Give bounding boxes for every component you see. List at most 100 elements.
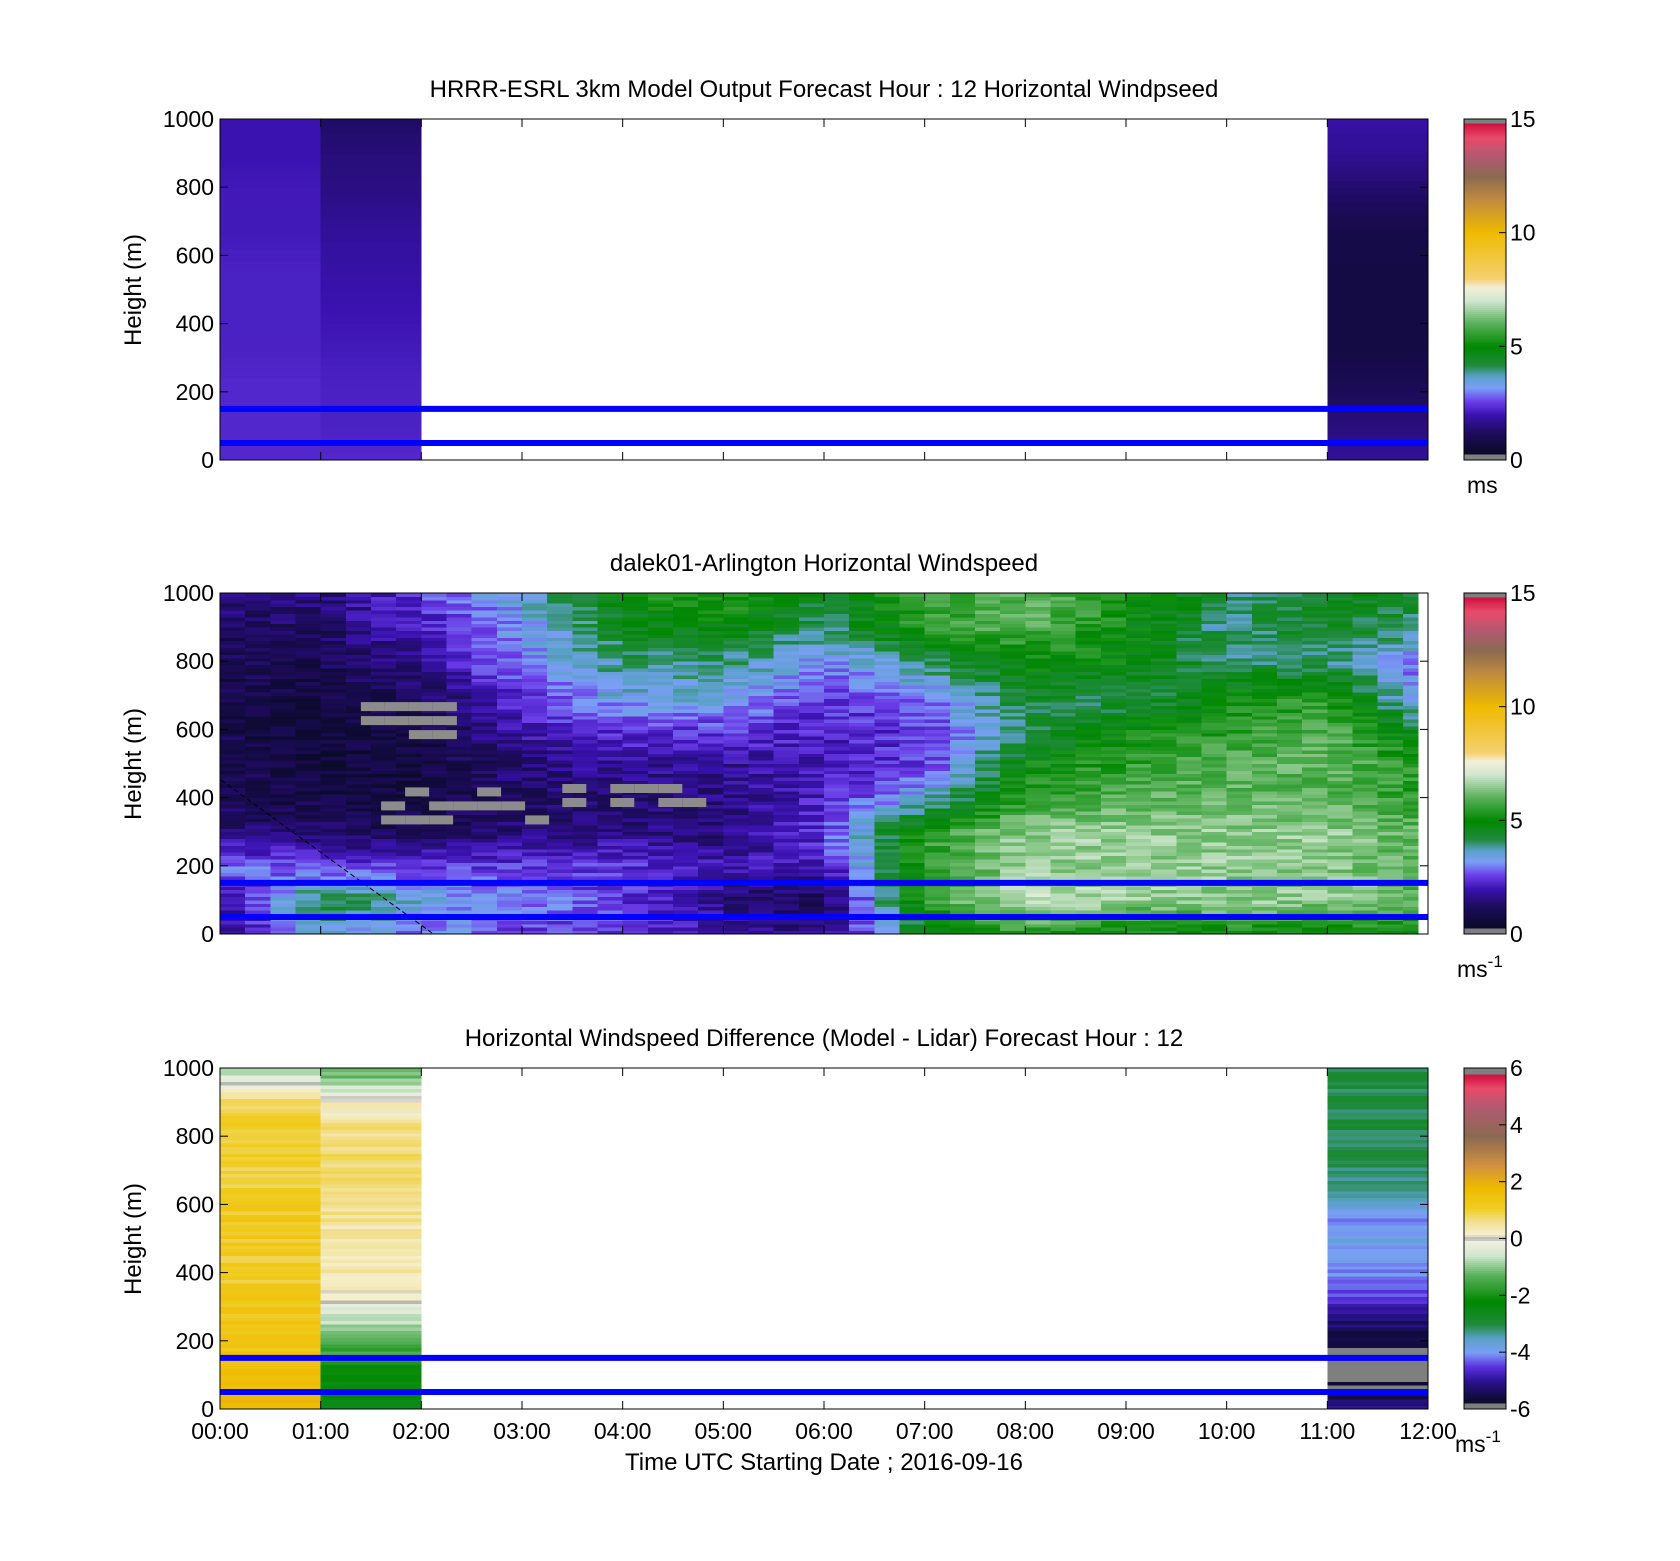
lidar-cell — [220, 708, 246, 713]
lidar-cell — [496, 766, 523, 771]
lidar-cell — [748, 705, 775, 710]
lidar-cell — [824, 923, 850, 928]
lidar-cell — [1327, 899, 1353, 904]
lidar-cell — [824, 930, 850, 934]
lidar-cell — [647, 671, 674, 676]
lidar-cell — [647, 722, 674, 727]
lidar-cell — [949, 736, 976, 741]
lidar-cell — [824, 886, 850, 891]
lidar-cell — [1176, 896, 1202, 901]
lidar-cell — [220, 661, 246, 666]
lidar-cell — [1050, 705, 1077, 710]
lidar-cell — [220, 599, 246, 604]
lidar-cell — [220, 872, 246, 877]
colorbar-swatch — [1464, 343, 1506, 347]
lidar-cell — [1151, 739, 1177, 744]
lidar-cell — [824, 824, 850, 829]
lidar-cell — [421, 927, 447, 932]
lidar-cell — [1302, 647, 1328, 652]
lidar-cell — [295, 688, 322, 693]
lidar-cell — [874, 623, 900, 628]
lidar-cell — [1126, 838, 1152, 843]
lidar-cell — [798, 760, 825, 764]
lidar-cell — [1151, 685, 1177, 689]
lidar-cell — [748, 650, 775, 655]
lidar-cell — [522, 770, 548, 775]
lidar-cell — [899, 876, 926, 880]
lidar-cell — [748, 627, 775, 632]
model-cell — [220, 289, 321, 297]
lidar-cell — [320, 640, 347, 645]
lidar-cell — [220, 910, 246, 915]
lidar-cell — [547, 702, 573, 707]
lidar-cell — [975, 749, 1001, 754]
lidar-cell — [1201, 794, 1228, 799]
lidar-cell — [975, 794, 1001, 799]
lidar-cell — [1050, 644, 1077, 649]
lidar-cell — [1201, 685, 1228, 689]
lidar-cell — [471, 708, 498, 713]
lidar-cell — [270, 862, 296, 867]
lidar-cell — [1327, 593, 1353, 597]
lidar-cell — [1226, 828, 1253, 833]
lidar-cell — [622, 647, 649, 652]
lidar-cell — [1000, 927, 1026, 932]
lidar-cell — [496, 722, 523, 727]
lidar-cell — [345, 773, 372, 778]
lidar-cell — [1277, 845, 1303, 850]
lidar-cell — [874, 640, 900, 645]
lidar-cell — [1176, 889, 1202, 894]
lidar-cell — [773, 858, 800, 863]
lidar-cell — [471, 647, 498, 652]
lidar-cell — [371, 753, 397, 758]
lidar-cell — [1151, 756, 1177, 761]
lidar-cell — [899, 732, 926, 737]
colorbar-swatch — [1464, 449, 1506, 453]
lidar-cell — [622, 695, 649, 700]
lidar-cell — [572, 838, 598, 843]
lidar-cell — [471, 763, 498, 768]
lidar-cell — [1151, 606, 1177, 611]
lidar-cell — [220, 886, 246, 891]
lidar-cell — [471, 616, 498, 621]
lidar-cell — [547, 695, 573, 700]
lidar-cell — [471, 664, 498, 669]
lidar-cell — [1226, 790, 1253, 795]
lidar-cell — [471, 695, 498, 700]
lidar-cell — [295, 927, 322, 932]
lidar-cell — [949, 855, 976, 860]
lidar-cell — [471, 746, 498, 751]
lidar-cell — [622, 640, 649, 645]
lidar-cell — [1176, 824, 1202, 829]
lidar-cell — [647, 927, 674, 932]
lidar-cell — [220, 770, 246, 775]
lidar-cell — [1226, 623, 1253, 628]
lidar-cell — [1025, 705, 1051, 710]
lidar-cell — [949, 708, 976, 713]
lidar-cell — [1201, 702, 1228, 707]
lidar-cell — [1126, 760, 1152, 764]
lidar-cell — [824, 766, 850, 771]
colorbar-swatch — [1464, 151, 1506, 154]
lidar-cell — [1100, 763, 1127, 768]
lidar-cell — [748, 899, 775, 904]
lidar-cell — [949, 886, 976, 891]
lidar-cell — [975, 899, 1001, 904]
lidar-cell — [1100, 811, 1127, 816]
lidar-cell — [220, 835, 246, 840]
lidar-cell — [220, 756, 246, 761]
lidar-cell — [723, 886, 749, 891]
model-cell — [1327, 146, 1428, 154]
lidar-cell — [446, 818, 473, 822]
lidar-cell — [622, 760, 649, 764]
lidar-cell — [446, 858, 473, 863]
lidar-cell — [345, 715, 372, 720]
lidar-cell — [496, 824, 523, 829]
lidar-cell — [698, 930, 724, 934]
lidar-cell — [949, 623, 976, 628]
lidar-cell — [673, 661, 699, 666]
lidar-cell — [1251, 876, 1278, 880]
lidar-cell — [245, 702, 271, 707]
lidar-cell — [597, 906, 624, 911]
lidar-cell — [1352, 841, 1379, 846]
